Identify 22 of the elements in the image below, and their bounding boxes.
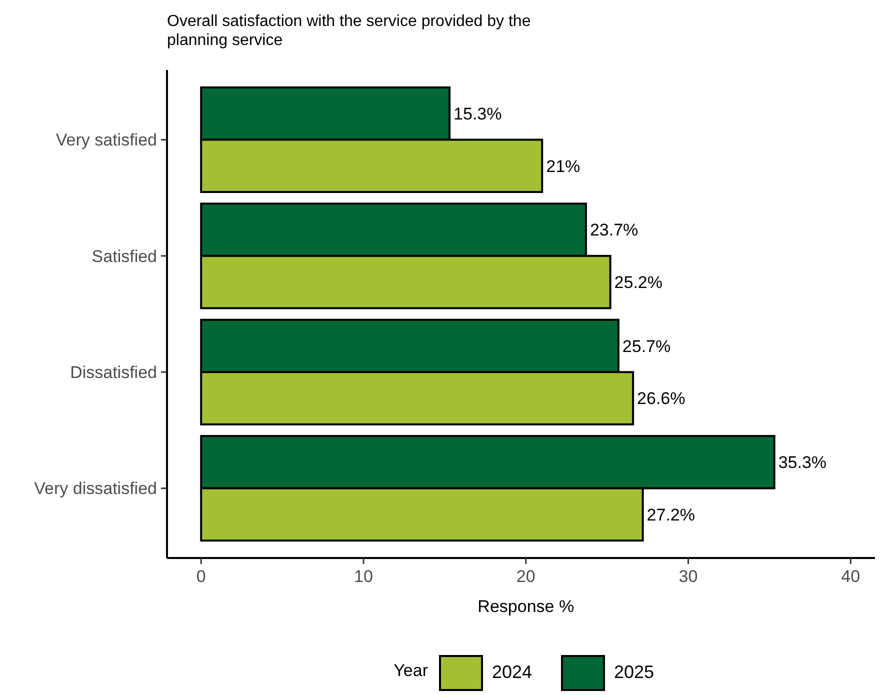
legend-title: Year: [394, 661, 428, 680]
data-label: 25.2%: [614, 273, 663, 292]
y-tick-label: Satisfied: [92, 246, 157, 266]
chart-title: Overall satisfaction with the service provided by the planning service: [167, 13, 531, 49]
y-tick-label: Very satisfied: [56, 130, 157, 150]
legend-label: 2025: [614, 662, 654, 682]
data-label: 35.3%: [778, 453, 827, 472]
x-tick-label: 40: [841, 567, 860, 586]
data-label: 27.2%: [646, 505, 695, 524]
legend-label: 2024: [492, 662, 532, 682]
data-label: 25.7%: [622, 336, 671, 356]
x-axis-title: Response %: [478, 597, 574, 616]
y-tick-label: Dissatisfied: [70, 363, 157, 382]
x-tick-label: 10: [354, 567, 373, 586]
data-label: 26.6%: [637, 389, 686, 408]
data-label: 15.3%: [454, 104, 502, 124]
y-tick-label: Very dissatisfied: [34, 479, 157, 498]
data-label: 23.7%: [590, 220, 638, 240]
data-label: 21%: [546, 156, 580, 176]
x-tick-label: 30: [678, 567, 698, 586]
x-tick-label: 20: [516, 567, 536, 586]
x-tick-label: 0: [196, 567, 206, 586]
